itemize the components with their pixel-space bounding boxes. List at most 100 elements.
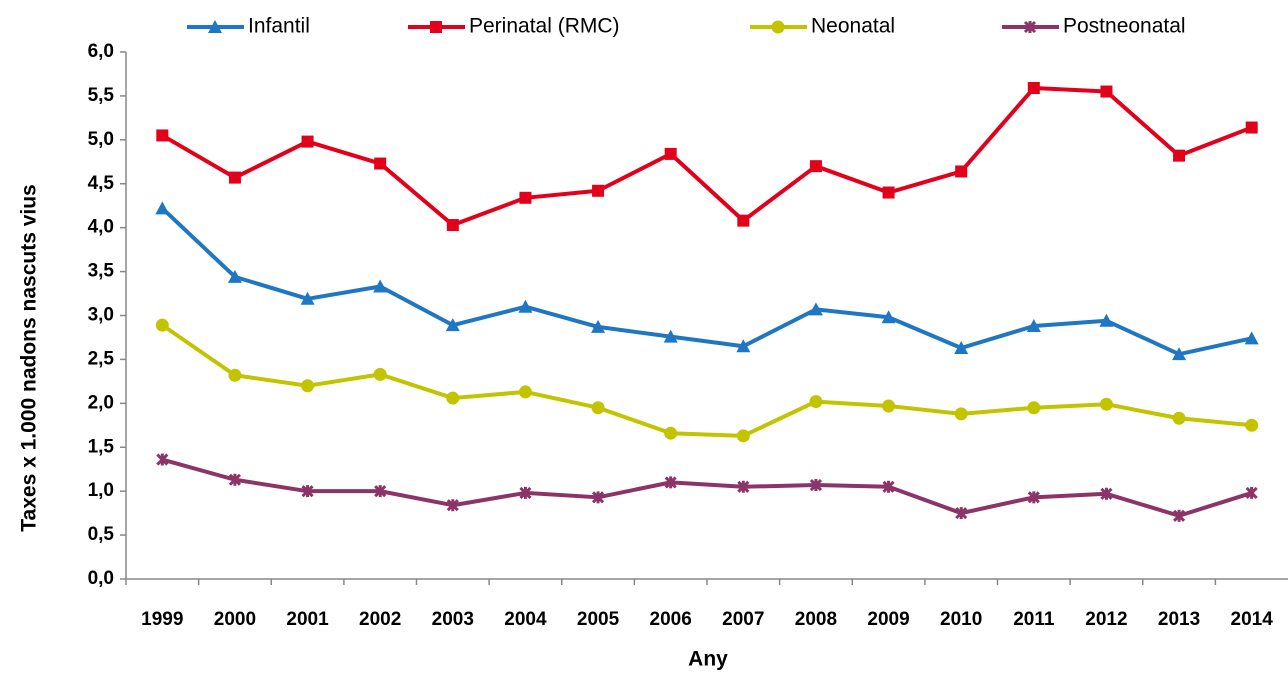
data-point [1245,121,1258,134]
data-point [591,401,605,415]
y-tick-label: 3,0 [88,305,114,326]
data-point [954,340,969,354]
x-tick-label: 2004 [504,609,547,630]
data-point [156,129,169,142]
y-tick-label: 6,0 [88,41,114,62]
legend-marker [771,20,785,34]
x-tick-label: 2006 [650,609,692,630]
data-point [1099,313,1114,327]
data-point [374,157,387,170]
data-point [519,191,532,204]
data-point [809,395,823,409]
data-point [374,485,387,498]
x-tick-label: 2009 [867,609,909,630]
data-point [955,507,968,520]
data-point [1027,82,1040,95]
data-point [1027,401,1041,415]
data-point [1100,487,1113,500]
data-point [664,147,677,160]
data-point [446,499,459,512]
data-point [1026,319,1041,333]
data-point [664,476,677,489]
data-point [373,279,388,293]
data-point [518,299,533,313]
legend-marker [208,20,222,33]
data-point [301,485,314,498]
x-tick-label: 2001 [286,609,329,630]
x-tick-label: 2010 [940,609,982,630]
legend-label: Neonatal [811,15,895,38]
data-point [228,171,241,184]
series-line [161,323,1252,438]
data-point [1244,331,1259,345]
legend-marker [430,21,442,33]
x-tick-label: 2012 [1085,609,1127,630]
data-point [954,407,968,421]
x-tick-label: 2002 [359,609,401,630]
data-point [1172,509,1186,522]
x-tick-label: 2013 [1158,609,1200,630]
x-axis-title: Any [688,648,728,671]
y-tick-label: 5,5 [88,85,115,106]
series-line [160,206,1253,357]
series-line [161,86,1253,228]
data-point [808,302,823,316]
data-point [227,269,242,283]
data-point [228,368,242,382]
y-tick-label: 3,5 [88,261,115,282]
data-point [156,453,169,466]
data-point [155,201,170,215]
x-tick-label: 2007 [722,609,764,630]
x-tick-label: 1999 [141,609,183,630]
data-point [809,478,822,492]
data-point [591,319,606,333]
data-point [809,160,822,173]
x-tick-label: 2011 [1013,609,1055,630]
y-tick-label: 0,5 [88,524,115,545]
x-tick-label: 2008 [795,609,837,630]
x-tick-label: 2000 [214,609,256,630]
y-tick-label: 2,0 [88,392,114,413]
y-tick-label: 0,0 [88,568,114,589]
y-axis-title: Taxes x 1.000 nadons nascuts vius [18,184,41,531]
y-tick-label: 1,5 [88,436,115,457]
data-point [519,486,532,499]
y-tick-label: 4,5 [88,173,115,194]
x-tick-label: 2003 [432,609,474,630]
data-point [1245,418,1259,432]
data-point [1172,347,1187,361]
data-point [301,135,314,148]
y-tick-label: 5,0 [88,129,114,150]
legend-label: Perinatal (RMC) [469,15,620,38]
data-point [882,186,895,199]
data-point [737,480,750,493]
x-tick-label: 2005 [577,609,620,630]
data-point [300,291,315,305]
data-point [446,391,460,405]
data-point [664,426,678,440]
data-point [1100,85,1113,98]
y-tick-label: 4,0 [88,217,114,238]
data-point [592,491,605,504]
data-point [445,318,460,332]
data-point [1173,149,1186,162]
data-point [592,184,605,197]
data-point [518,385,532,399]
y-tick-label: 2,5 [88,348,115,369]
y-tick-label: 1,0 [88,480,114,501]
data-point [155,318,169,332]
data-point [882,480,895,493]
data-point [663,329,678,343]
data-point [736,339,751,353]
data-point [1027,491,1040,504]
data-point [446,219,459,232]
series-line [161,457,1253,518]
data-point [955,165,968,178]
data-point [737,214,750,227]
legend-marker [1023,20,1037,34]
data-point [1172,411,1186,425]
data-point [1099,397,1113,411]
data-point [1245,486,1258,499]
data-point [882,399,896,413]
